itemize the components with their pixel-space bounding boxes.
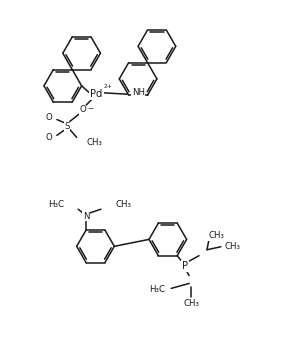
Text: S: S xyxy=(64,122,70,131)
Text: CH₃: CH₃ xyxy=(209,231,225,240)
Text: O: O xyxy=(79,105,86,114)
Text: H₃C: H₃C xyxy=(149,285,165,294)
Text: P: P xyxy=(182,261,188,271)
Text: H₃C: H₃C xyxy=(48,200,64,209)
Text: N: N xyxy=(83,212,89,220)
Text: −: − xyxy=(88,106,94,112)
Text: CH₃: CH₃ xyxy=(225,242,241,251)
Text: 2+: 2+ xyxy=(103,84,112,89)
Text: NH: NH xyxy=(132,88,145,97)
Text: CH₃: CH₃ xyxy=(87,138,103,147)
Text: O: O xyxy=(45,133,52,142)
Text: Pd: Pd xyxy=(90,89,103,99)
Text: CH₃: CH₃ xyxy=(183,299,199,308)
Text: O: O xyxy=(45,113,52,122)
Text: CH₃: CH₃ xyxy=(116,200,132,209)
